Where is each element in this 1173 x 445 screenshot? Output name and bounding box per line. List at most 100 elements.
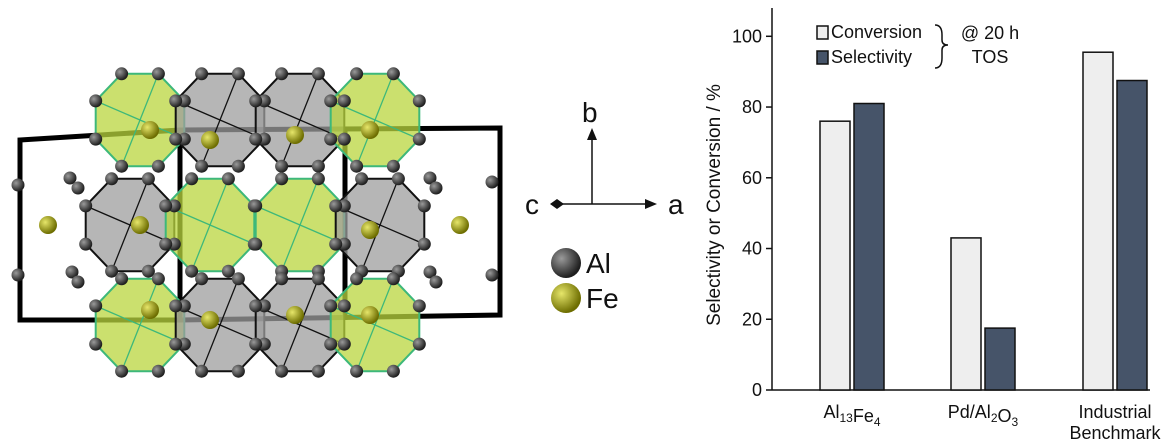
- fe-legend-icon: [551, 283, 581, 313]
- al-atom: [417, 199, 431, 213]
- bar-chart: 0 20 40 60 80 100 Al13Fe4 Pd/Al2O3 IndustrialBe…: [704, 8, 1162, 443]
- al-polyhedron: [174, 277, 266, 373]
- al-atom: [11, 178, 25, 192]
- fe-polyhedron: [329, 277, 421, 373]
- fe-atom: [361, 221, 379, 239]
- al-atom: [423, 265, 437, 279]
- y-tick-label: 80: [742, 97, 762, 117]
- fe-atom: [451, 216, 469, 234]
- bar-selectivity-0: [853, 102, 885, 391]
- al-atom: [115, 67, 129, 81]
- al-atom: [386, 364, 400, 378]
- al-legend-icon: [551, 248, 581, 278]
- al-atom: [429, 181, 443, 195]
- al-atom: [65, 265, 79, 279]
- crystal-structure-figure: b c a Al Fe: [11, 67, 684, 378]
- al-atom: [249, 337, 263, 351]
- al-atom: [151, 159, 165, 173]
- al-atom: [429, 275, 443, 289]
- al-atom: [249, 94, 263, 108]
- al-atom: [249, 132, 263, 146]
- bar-conversion-2: [1082, 51, 1114, 391]
- al-atom: [391, 172, 405, 186]
- al-atom: [151, 272, 165, 286]
- al-atom: [386, 67, 400, 81]
- al-atom: [105, 264, 119, 278]
- atoms: [11, 67, 499, 378]
- al-atom: [329, 199, 343, 213]
- al-atom: [231, 67, 245, 81]
- al-atom: [221, 172, 235, 186]
- al-atom: [195, 67, 209, 81]
- al-atom: [231, 364, 245, 378]
- fe-polyhedron: [329, 72, 421, 168]
- al-atom: [63, 171, 77, 185]
- x-category-label: Pd/Al2O3: [948, 402, 1019, 429]
- y-tick-label: 0: [752, 380, 762, 400]
- al-legend-label: Al: [586, 248, 611, 279]
- al-atom: [169, 132, 183, 146]
- fe-polyhedron: [254, 177, 346, 273]
- legend-note-tos: TOS: [972, 47, 1009, 67]
- polyhedra: [84, 72, 426, 373]
- al-atom: [115, 272, 129, 286]
- y-tick-label: 20: [742, 309, 762, 329]
- al-atom: [195, 364, 209, 378]
- al-atom: [485, 268, 499, 282]
- al-atom: [311, 272, 325, 286]
- al-atom: [185, 172, 199, 186]
- fe-atom: [361, 306, 379, 324]
- al-atom: [311, 159, 325, 173]
- legend-swatch-selectivity: [816, 50, 829, 65]
- fe-atom: [286, 126, 304, 144]
- al-atom: [324, 337, 338, 351]
- al-atom: [329, 237, 343, 251]
- al-atom: [169, 299, 183, 313]
- axis-b-label: b: [582, 97, 598, 128]
- al-atom: [386, 272, 400, 286]
- y-axis-label: Selectivity or Conversion / %: [704, 84, 725, 326]
- al-atom: [275, 159, 289, 173]
- fe-atom: [201, 311, 219, 329]
- al-atom: [159, 237, 173, 251]
- al-atom: [350, 272, 364, 286]
- fe-atom: [201, 131, 219, 149]
- axis-c-label: c: [525, 189, 539, 220]
- al-atom: [386, 159, 400, 173]
- fe-atom: [39, 216, 57, 234]
- al-atom: [324, 132, 338, 146]
- fe-atom: [361, 121, 379, 139]
- y-tick-labels: 0 20 40 60 80 100: [732, 26, 762, 400]
- al-atom: [275, 364, 289, 378]
- al-atom: [151, 67, 165, 81]
- al-atom: [141, 264, 155, 278]
- al-atom: [275, 272, 289, 286]
- axis-a-label: a: [668, 189, 684, 220]
- y-tick-label: 100: [732, 26, 762, 46]
- al-atom: [350, 159, 364, 173]
- al-atom: [159, 199, 173, 213]
- al-atom: [89, 132, 103, 146]
- legend-label-selectivity: Selectivity: [831, 47, 912, 67]
- fe-atom: [141, 121, 159, 139]
- al-atom: [275, 172, 289, 186]
- al-atom: [11, 268, 25, 282]
- al-atom: [337, 299, 351, 313]
- al-atom: [231, 272, 245, 286]
- legend-note-time: @ 20 h: [961, 23, 1019, 43]
- fe-polyhedron: [164, 177, 256, 273]
- y-tick-label: 60: [742, 168, 762, 188]
- atom-legend: Al Fe: [551, 248, 619, 314]
- bar-selectivity-2: [1116, 79, 1148, 391]
- legend-brace: [934, 24, 949, 69]
- x-category-label: Industrial: [1078, 402, 1151, 422]
- al-polyhedron: [84, 177, 176, 273]
- al-atom: [249, 199, 263, 213]
- al-atom: [275, 67, 289, 81]
- al-atom: [89, 94, 103, 108]
- al-atom: [195, 159, 209, 173]
- al-atom: [115, 159, 129, 173]
- al-atom: [71, 181, 85, 195]
- al-atom: [337, 132, 351, 146]
